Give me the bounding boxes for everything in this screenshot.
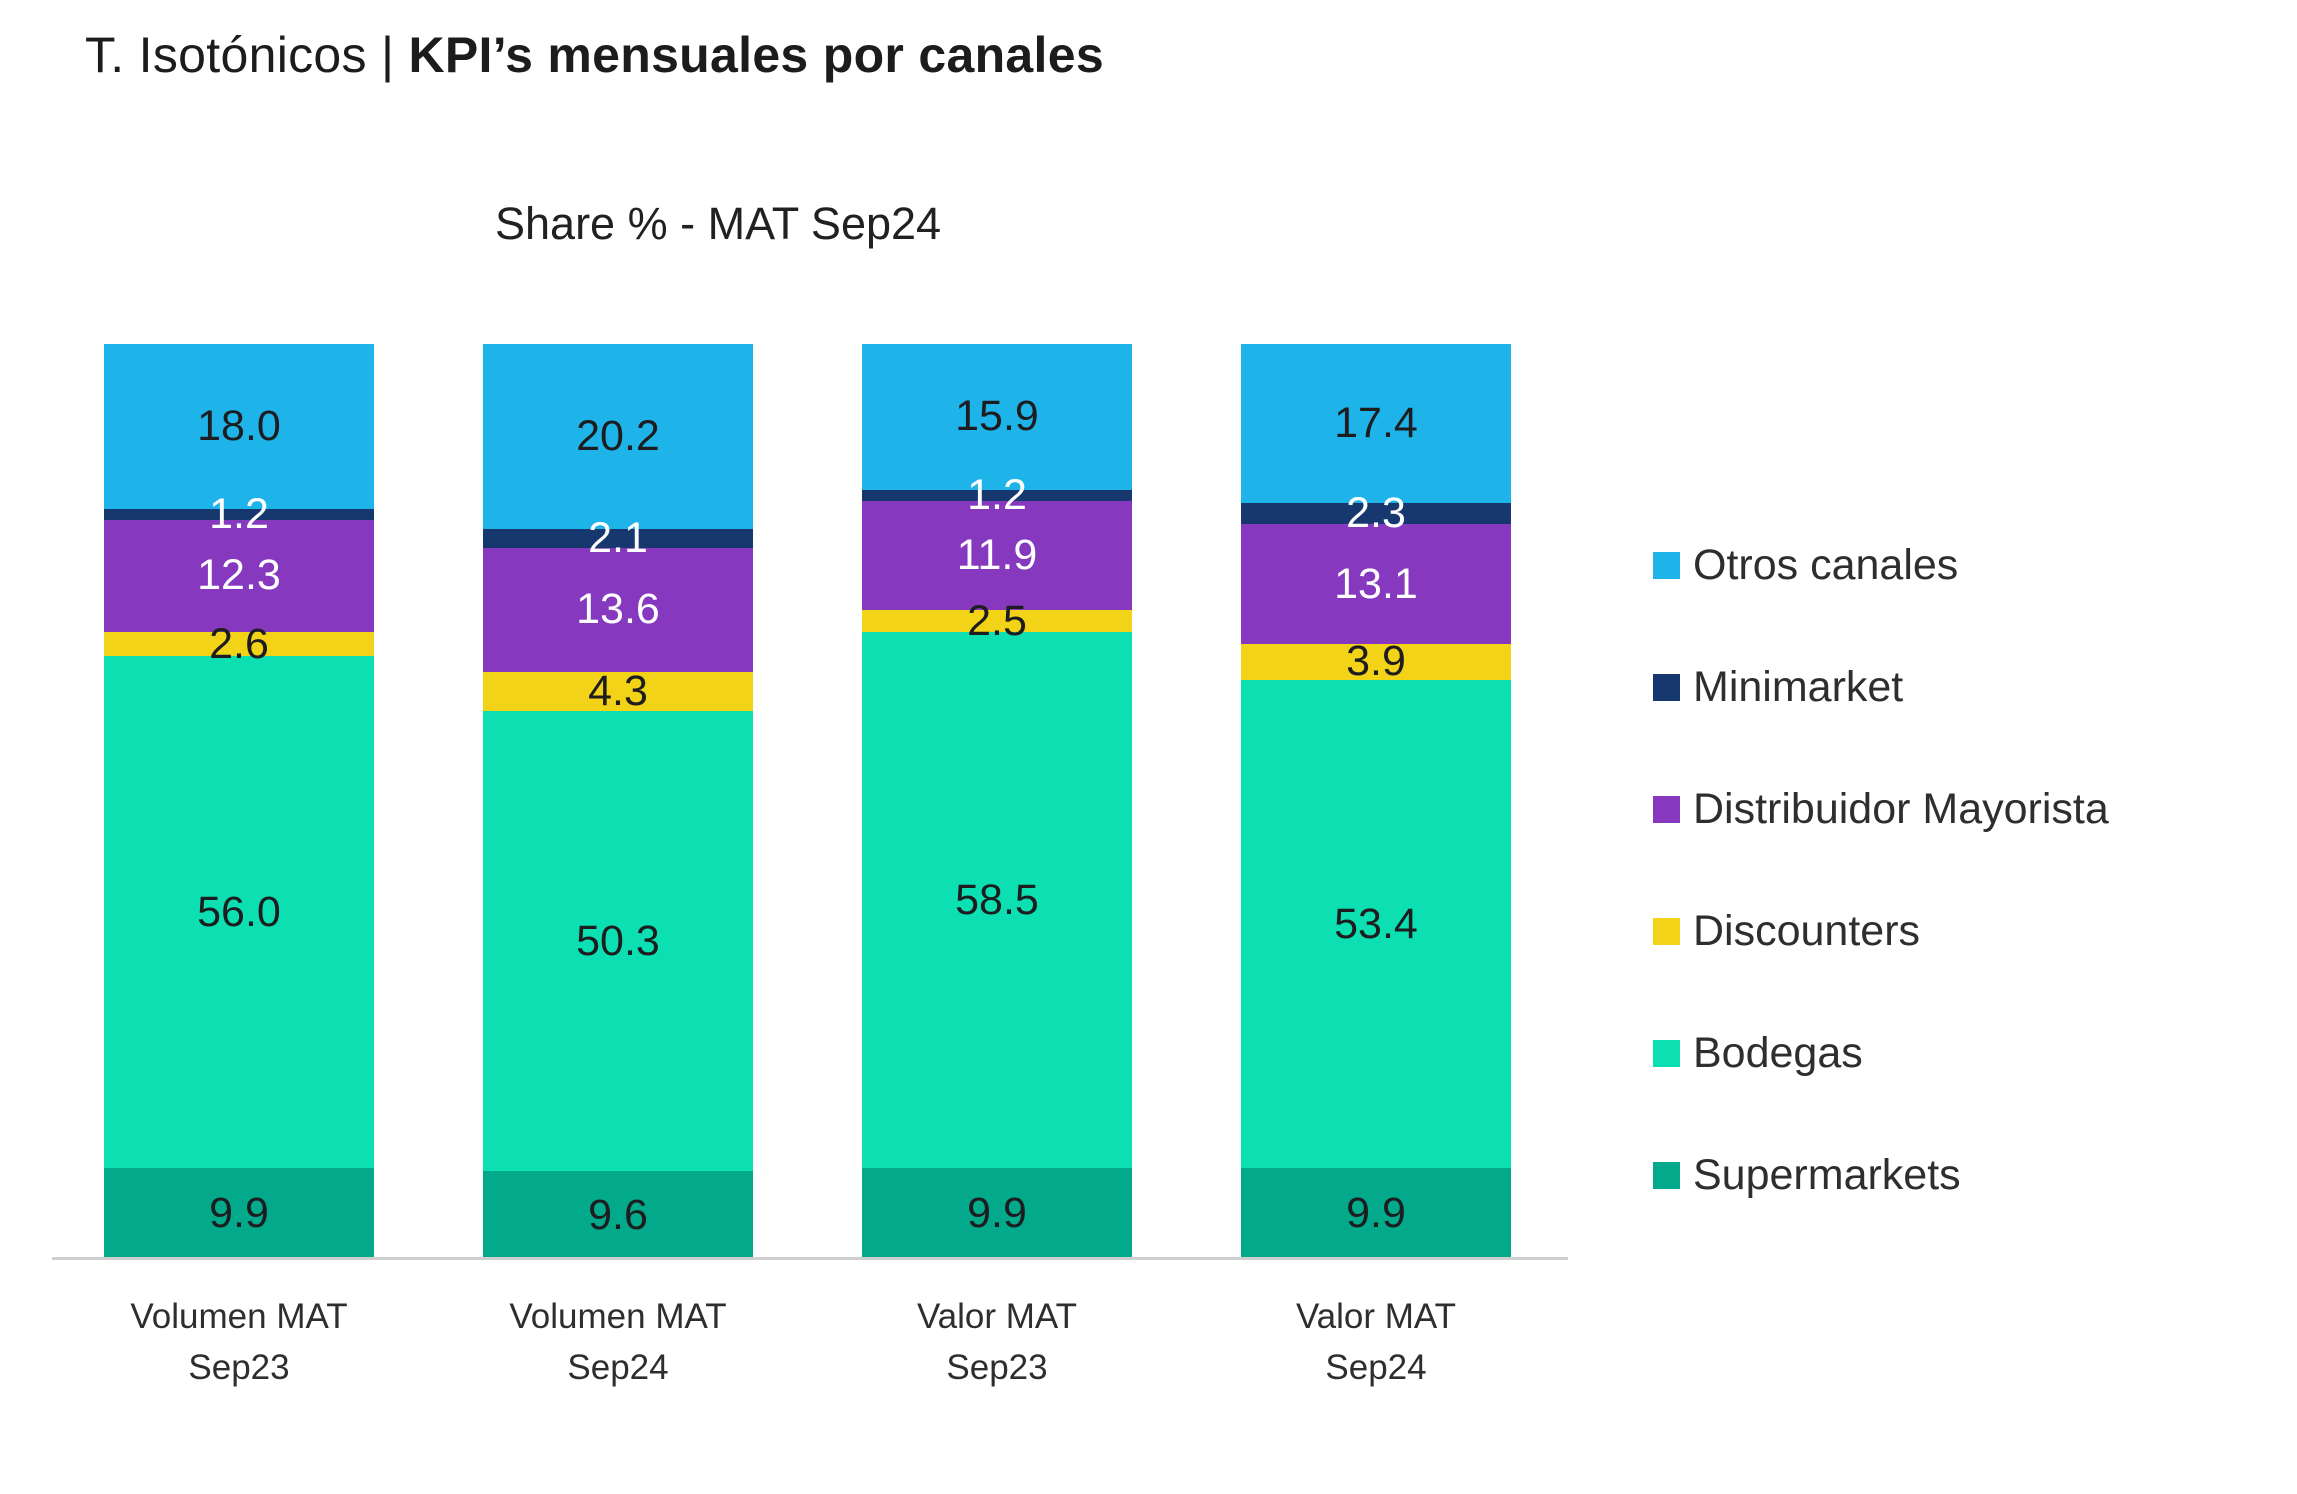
bar-segment-bodegas: 56.0 (104, 655, 374, 1169)
page-title: T. Isotónicos | KPI’s mensuales por cana… (85, 26, 1104, 84)
legend-swatch-icon (1653, 918, 1680, 945)
segment-value-label: 15.9 (955, 392, 1039, 441)
x-axis-line (52, 1257, 1568, 1260)
bar-segment-distribuidor-mayorista: 11.9 (862, 500, 1132, 610)
bar-segment-otros-canales: 18.0 (104, 344, 374, 509)
segment-value-label: 3.9 (1346, 637, 1406, 686)
legend-label: Supermarkets (1693, 1151, 1961, 1199)
segment-value-label: 2.3 (1346, 489, 1406, 538)
segment-value-label: 58.5 (955, 875, 1039, 924)
segment-value-label: 9.6 (588, 1190, 648, 1239)
segment-value-label: 17.4 (1334, 399, 1418, 448)
segment-value-label: 56.0 (197, 887, 281, 936)
chart-legend: Otros canales Minimarket Distribuidor Mayo… (1653, 541, 2109, 1200)
x-tick-label-valor-mat-sep23: Valor MAT Sep23 (916, 1297, 1078, 1387)
bar-segment-distribuidor-mayorista: 13.1 (1241, 524, 1511, 645)
bar-segment-discounters: 4.3 (483, 667, 753, 716)
page-title-main: KPI’s mensuales por canales (408, 27, 1104, 83)
legend-item-supermarkets: Supermarkets (1653, 1151, 2109, 1200)
bar-segment-discounters: 3.9 (1241, 640, 1511, 683)
segment-value-label: 2.5 (967, 596, 1027, 645)
segment-value-label: 18.0 (197, 401, 281, 450)
bar-segment-minimarket: 1.2 (862, 473, 1132, 516)
segment-value-label: 50.3 (576, 916, 660, 965)
bar-segment-minimarket: 2.3 (1241, 492, 1511, 535)
segment-value-label: 13.1 (1334, 559, 1418, 608)
stacked-bar-volumen-mat-sep23: 18.0 1.2 12.3 2.6 56.0 9.9 (104, 344, 374, 1259)
segment-value-label: 2.6 (209, 619, 269, 668)
segment-value-label: 4.3 (588, 667, 648, 716)
stacked-bar-volumen-mat-sep24: 20.2 2.1 13.6 4.3 50.3 9.6 (483, 344, 753, 1259)
segment-value-label: 12.3 (197, 551, 281, 600)
bar-segment-discounters: 2.6 (104, 622, 374, 665)
legend-label: Discounters (1693, 907, 1921, 955)
bar-segment-otros-canales: 20.2 (483, 344, 753, 529)
segment-value-label: 20.2 (576, 411, 660, 460)
segment-value-label: 9.9 (1346, 1189, 1406, 1238)
legend-label: Bodegas (1693, 1029, 1863, 1077)
x-tick-label-volumen-mat-sep23: Volumen MAT Sep23 (130, 1297, 348, 1387)
bar-segment-discounters: 2.5 (862, 599, 1132, 642)
x-axis-tick-labels: Volumen MAT Sep23 Volumen MAT Sep24 Valor … (104, 1292, 1515, 1394)
bar-segment-minimarket: 2.1 (483, 516, 753, 559)
legend-label: Minimarket (1693, 663, 1904, 711)
legend-item-bodegas: Bodegas (1653, 1029, 2109, 1078)
legend-swatch-icon (1653, 1040, 1680, 1067)
bar-segment-minimarket: 1.2 (104, 492, 374, 535)
bar-segment-supermarkets: 9.9 (1241, 1168, 1511, 1259)
legend-item-distribuidor-mayorista: Distribuidor Mayorista (1653, 785, 2109, 834)
chart-plot-area: 18.0 1.2 12.3 2.6 56.0 9.9 20.2 2.1 13.6 4.3 50.3 9… (104, 344, 1515, 1259)
x-tick-label-valor-mat-sep24: Valor MAT Sep24 (1295, 1297, 1457, 1387)
bar-segment-bodegas: 50.3 (483, 711, 753, 1172)
bar-segment-bodegas: 58.5 (862, 632, 1132, 1169)
segment-value-label: 2.1 (588, 513, 648, 562)
segment-value-label: 1.2 (209, 489, 269, 538)
page-title-prefix: T. Isotónicos | (85, 27, 409, 83)
legend-swatch-icon (1653, 674, 1680, 701)
chart-title: Share % - MAT Sep24 (495, 198, 942, 249)
legend-label: Distribuidor Mayorista (1693, 785, 2109, 833)
bar-segment-distribuidor-mayorista: 12.3 (104, 519, 374, 633)
stacked-bar-valor-mat-sep23: 15.9 1.2 11.9 2.5 58.5 9.9 (862, 344, 1132, 1259)
bar-segment-bodegas: 53.4 (1241, 679, 1511, 1169)
legend-swatch-icon (1653, 796, 1680, 823)
legend-label: Otros canales (1693, 541, 1959, 589)
bar-segment-supermarkets: 9.6 (483, 1171, 753, 1259)
stacked-bar-valor-mat-sep24: 17.4 2.3 13.1 3.9 53.4 9.9 (1241, 344, 1511, 1259)
segment-value-label: 11.9 (956, 530, 1038, 579)
bar-segment-supermarkets: 9.9 (104, 1168, 374, 1259)
segment-value-label: 1.2 (967, 470, 1027, 519)
stacked-bars-group: 18.0 1.2 12.3 2.6 56.0 9.9 20.2 2.1 13.6 4.3 50.3 9… (104, 344, 1515, 1259)
segment-value-label: 53.4 (1334, 899, 1418, 948)
bar-segment-supermarkets: 9.9 (862, 1168, 1132, 1259)
bar-segment-otros-canales: 17.4 (1241, 344, 1511, 504)
legend-swatch-icon (1653, 1162, 1680, 1189)
segment-value-label: 13.6 (576, 585, 660, 634)
x-tick-label-volumen-mat-sep24: Volumen MAT Sep24 (509, 1297, 727, 1387)
legend-swatch-icon (1653, 552, 1680, 579)
legend-item-otros-canales: Otros canales (1653, 541, 2109, 590)
segment-value-label: 9.9 (209, 1189, 269, 1238)
segment-value-label: 9.9 (967, 1189, 1027, 1238)
legend-item-minimarket: Minimarket (1653, 663, 2109, 712)
legend-item-discounters: Discounters (1653, 907, 2109, 956)
bar-segment-otros-canales: 15.9 (862, 344, 1132, 490)
bar-segment-distribuidor-mayorista: 13.6 (483, 547, 753, 673)
